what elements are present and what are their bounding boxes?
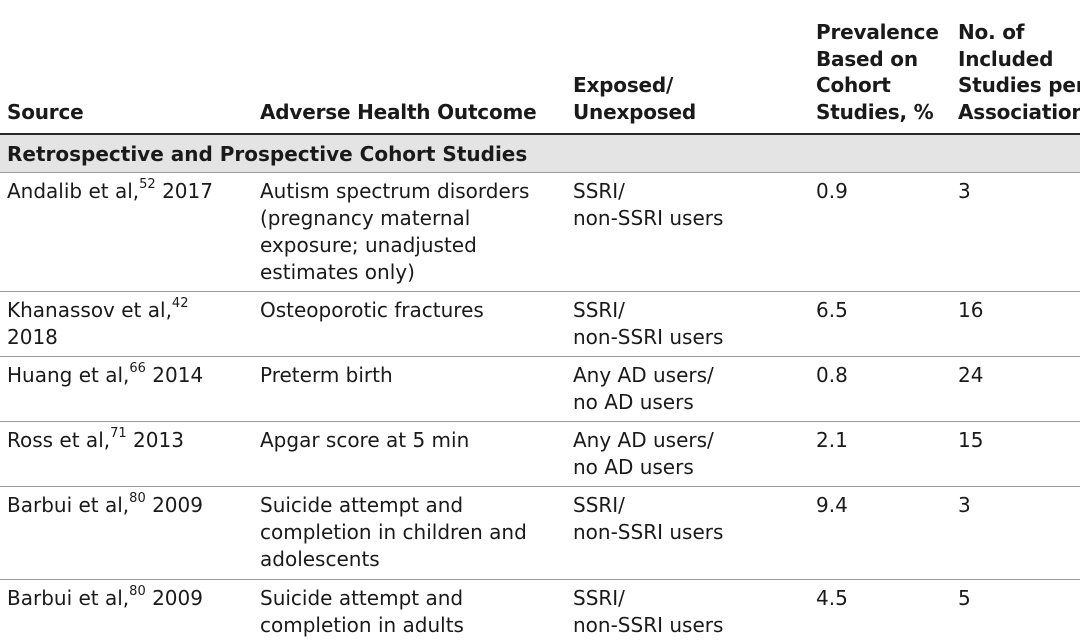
source-author: Barbui et al, [7, 586, 130, 610]
source-cell: Khanassov et al,42 2018 [7, 297, 227, 351]
source-year: 2017 [162, 179, 213, 203]
prevalence-cell: 6.5 [816, 298, 848, 322]
header-outcome: Adverse Health Outcome [260, 99, 537, 124]
prevalence-cell: 0.8 [816, 363, 848, 387]
prevalence-cell: 2.1 [816, 428, 848, 452]
source-author: Andalib et al, [7, 179, 140, 203]
reference-number: 80 [129, 584, 146, 600]
outcome-cell: Preterm birth [260, 363, 393, 387]
reference-number: 66 [129, 361, 146, 377]
source-cell: Barbui et al,80 2009 [7, 492, 203, 519]
studies-cell: 15 [958, 428, 984, 452]
source-year: 2013 [133, 428, 184, 452]
table-row: Ross et al,71 2013 Apgar score at 5 min … [0, 422, 1080, 487]
section-row: Retrospective and Prospective Cohort Stu… [0, 135, 1080, 173]
source-author: Barbui et al, [7, 493, 130, 517]
exposed-cell: SSRI/ non-SSRI users [573, 298, 724, 349]
prevalence-cell: 9.4 [816, 493, 848, 517]
reference-number: 80 [129, 491, 146, 507]
source-year: 2009 [152, 493, 203, 517]
studies-cell: 16 [958, 298, 984, 322]
source-cell: Andalib et al,52 2017 [7, 178, 213, 205]
exposed-cell: SSRI/ non-SSRI users [573, 493, 724, 544]
outcome-cell: Autism spectrum disorders (pregnancy mat… [260, 179, 530, 284]
outcome-cell: Suicide attempt and completion in childr… [260, 493, 527, 571]
source-author: Ross et al, [7, 428, 111, 452]
source-author: Khanassov et al, [7, 298, 172, 322]
studies-cell: 3 [958, 493, 971, 517]
outcome-cell: Osteoporotic fractures [260, 298, 484, 322]
header-prevalence: Prevalence Based on Cohort Studies, % [816, 20, 939, 124]
header-studies: No. of Included Studies per Association [958, 20, 1080, 124]
table-row: Barbui et al,80 2009 Suicide attempt and… [0, 580, 1080, 643]
header-exposed: Exposed/ Unexposed [573, 73, 696, 124]
source-cell: Huang et al,66 2014 [7, 362, 203, 389]
outcome-cell: Suicide attempt and completion in adults [260, 586, 464, 637]
source-year: 2009 [152, 586, 203, 610]
exposed-cell: Any AD users/ no AD users [573, 428, 714, 479]
reference-number: 42 [171, 296, 189, 312]
exposed-cell: SSRI/ non-SSRI users [573, 586, 724, 637]
table-row: Barbui et al,80 2009 Suicide attempt and… [0, 487, 1080, 580]
exposed-cell: SSRI/ non-SSRI users [573, 179, 724, 230]
reference-number: 52 [139, 177, 156, 193]
source-cell: Barbui et al,80 2009 [7, 585, 203, 612]
header-source: Source [7, 99, 84, 124]
table-row: Huang et al,66 2014 Preterm birth Any AD… [0, 357, 1080, 422]
exposed-cell: Any AD users/ no AD users [573, 363, 714, 414]
outcome-cell: Apgar score at 5 min [260, 428, 470, 452]
section-label: Retrospective and Prospective Cohort Stu… [7, 142, 528, 166]
source-year: 2018 [7, 325, 58, 349]
studies-cell: 24 [958, 363, 984, 387]
prevalence-cell: 0.9 [816, 179, 848, 203]
source-cell: Ross et al,71 2013 [7, 427, 184, 454]
source-year: 2014 [152, 363, 204, 387]
table-row: Andalib et al,52 2017 Autism spectrum di… [0, 173, 1080, 292]
studies-cell: 5 [958, 586, 971, 610]
source-author: Huang et al, [7, 363, 130, 387]
studies-cell: 3 [958, 179, 971, 203]
table-header: Source Adverse Health Outcome Exposed/ U… [0, 0, 1080, 135]
prevalence-cell: 4.5 [816, 586, 848, 610]
table-row: Khanassov et al,42 2018 Osteoporotic frac… [0, 292, 1080, 357]
reference-number: 71 [110, 426, 127, 442]
